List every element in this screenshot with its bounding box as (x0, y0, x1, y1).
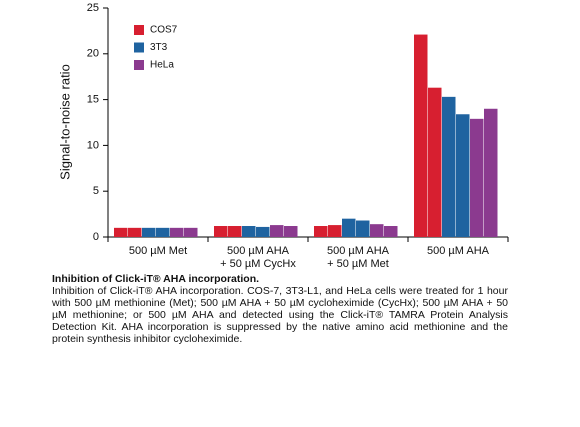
y-tick-label: 25 (87, 2, 99, 14)
y-tick-label: 5 (93, 185, 99, 197)
bar (428, 87, 442, 237)
x-tick-label: 500 µM AHA (227, 245, 290, 257)
bar (284, 226, 298, 237)
bar (328, 225, 342, 237)
y-tick-label: 20 (87, 48, 99, 60)
bar (128, 227, 142, 237)
bar (156, 227, 170, 237)
caption: Inhibition of Click-iT® AHA incorporatio… (52, 273, 508, 345)
caption-title: Inhibition of Click-iT® AHA incorporatio… (52, 273, 260, 285)
bar (414, 34, 428, 238)
x-tick-label: + 50 µM Met (327, 258, 389, 270)
x-tick-label: 500 µM AHA (327, 245, 390, 257)
bar (442, 96, 456, 238)
y-tick-label: 15 (87, 94, 99, 106)
y-axis-label: Signal-to-noise ratio (57, 64, 72, 180)
bar (270, 225, 284, 237)
legend-swatch (134, 25, 144, 35)
bar (314, 226, 328, 237)
legend-label: HeLa (150, 60, 174, 71)
bar (456, 114, 470, 237)
bar (170, 227, 184, 237)
legend-swatch (134, 60, 144, 70)
legend-swatch (134, 42, 144, 53)
y-tick-label: 10 (87, 139, 99, 151)
bar (242, 226, 256, 237)
bar (142, 227, 156, 237)
legend-label: 3T3 (150, 42, 168, 53)
bar (114, 227, 128, 237)
caption-text: Inhibition of Click-iT® AHA incorporatio… (52, 285, 508, 345)
bar (470, 118, 484, 237)
legend-label: COS7 (150, 25, 178, 36)
bar (370, 224, 384, 237)
x-tick-label: 500 µM AHA (427, 245, 490, 257)
chart: Signal-to-noise ratio 0 5 10 15 20 25 500 µM M… (57, 2, 509, 270)
bar (356, 220, 370, 237)
x-tick-label: + 50 µM CycHx (220, 258, 296, 270)
bar (342, 218, 356, 237)
bar (184, 227, 198, 237)
bar (228, 226, 242, 237)
bar (484, 108, 498, 237)
x-tick-label: 500 µM Met (129, 245, 187, 257)
bar (256, 226, 270, 237)
y-tick-label: 0 (93, 231, 99, 243)
bar (214, 226, 228, 237)
bar (384, 226, 398, 237)
